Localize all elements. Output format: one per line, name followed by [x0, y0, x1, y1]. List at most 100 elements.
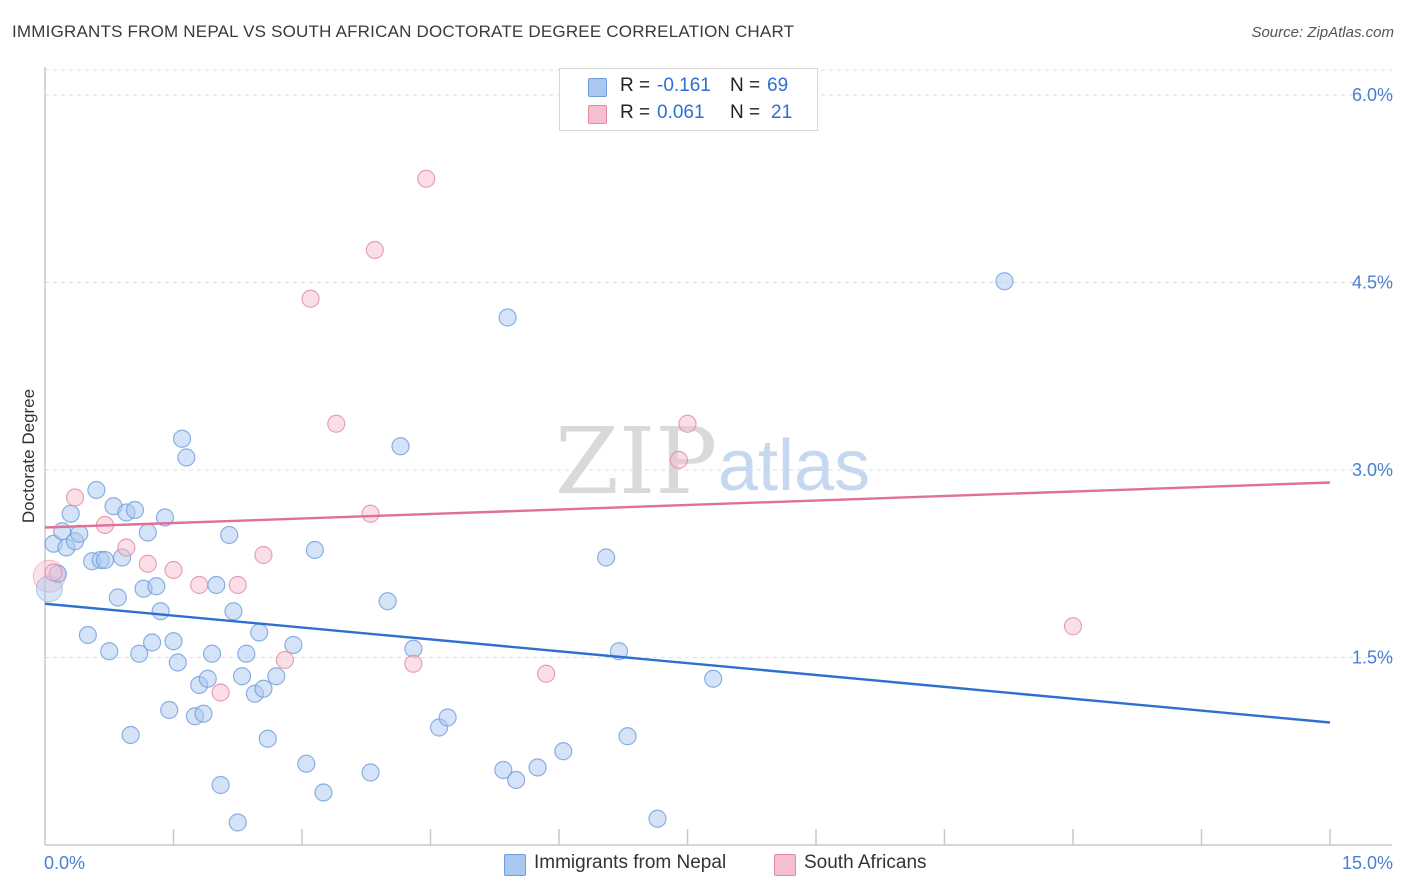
- trend-lines: [44, 481, 1331, 724]
- data-point-nepal: [142, 633, 162, 652]
- legend-n-label: N =: [730, 102, 761, 123]
- data-point-nepal: [314, 783, 333, 802]
- x-tick-label: 15.0%: [1342, 853, 1393, 873]
- trend-line-south-africans: [44, 481, 1331, 529]
- bottom-legend-label-south-africans: South Africans: [804, 852, 927, 873]
- data-point-nepal: [597, 548, 616, 567]
- legend-n-value: 21: [771, 102, 793, 123]
- bottom-legend-swatch-nepal: [504, 854, 526, 876]
- data-point-south-africans: [44, 563, 63, 582]
- data-point-nepal: [220, 525, 239, 545]
- data-point-nepal: [177, 448, 196, 467]
- data-point-nepal: [648, 809, 667, 828]
- data-point-nepal: [198, 669, 217, 688]
- data-point-south-africans: [669, 450, 689, 470]
- data-point-nepal: [100, 642, 119, 661]
- legend-row-nepal: R = -0.161 N = 69: [560, 74, 817, 100]
- data-point-nepal: [108, 588, 127, 607]
- data-point-nepal: [155, 508, 175, 527]
- data-point-nepal: [995, 272, 1014, 291]
- data-point-south-africans: [678, 414, 697, 433]
- data-point-nepal: [232, 667, 252, 686]
- trend-line-nepal: [44, 602, 1331, 724]
- axes: [44, 67, 1392, 846]
- legend-r-label: R =: [620, 75, 651, 96]
- legend-swatch-nepal: [588, 78, 607, 97]
- y-tick-label: 1.5%: [1352, 648, 1393, 668]
- data-point-nepal: [61, 504, 80, 523]
- tick-labels: 1.5% 3.0% 4.5% 6.0% 0.0% 15.0%: [44, 85, 1393, 873]
- data-point-nepal: [160, 700, 179, 720]
- data-point-nepal: [267, 667, 286, 686]
- data-point-south-africans: [327, 414, 346, 433]
- data-point-nepal: [147, 577, 166, 596]
- data-point-south-africans: [65, 488, 85, 507]
- chart-title: IMMIGRANTS FROM NEPAL VS SOUTH AFRICAN D…: [12, 22, 795, 41]
- data-point-nepal: [258, 729, 277, 748]
- data-point-nepal: [224, 602, 243, 621]
- data-point-nepal: [305, 540, 324, 560]
- data-point-south-africans: [164, 560, 183, 580]
- data-point-nepal: [228, 813, 247, 832]
- source-credit: Source: ZipAtlas.com: [1251, 24, 1394, 41]
- legend-r-value: 0.061: [657, 102, 705, 123]
- data-point-south-africans: [1063, 617, 1083, 636]
- legend-r-label: R =: [620, 102, 651, 123]
- data-point-nepal: [391, 437, 410, 456]
- data-point-nepal: [507, 770, 526, 790]
- data-point-nepal: [125, 500, 145, 520]
- legend-n-value: 69: [767, 75, 789, 96]
- data-point-south-africans: [301, 289, 320, 308]
- data-point-south-africans: [537, 664, 556, 683]
- data-point-nepal: [618, 727, 637, 746]
- data-point-nepal: [207, 575, 226, 595]
- data-point-nepal: [554, 742, 573, 761]
- watermark-atlas: atlas: [718, 426, 870, 506]
- data-point-nepal: [498, 308, 517, 327]
- data-point-nepal: [130, 644, 149, 663]
- bottom-legend-label-nepal: Immigrants from Nepal: [534, 852, 727, 873]
- correlation-legend: R = -0.161 N = 69 R = 0.061 N = 21: [559, 68, 818, 131]
- data-point-nepal: [237, 644, 256, 663]
- data-point-nepal: [70, 524, 89, 543]
- data-point-south-africans: [361, 504, 380, 523]
- data-point-nepal: [194, 704, 213, 723]
- data-point-nepal: [284, 635, 303, 655]
- data-point-nepal: [438, 708, 457, 727]
- y-tick-label: 3.0%: [1352, 460, 1393, 480]
- data-point-nepal: [168, 653, 187, 672]
- data-points: [32, 169, 1083, 832]
- gridlines: [45, 69, 1392, 658]
- data-point-south-africans: [404, 654, 423, 673]
- data-point-nepal: [211, 775, 230, 795]
- data-point-south-africans: [228, 575, 247, 595]
- data-point-nepal: [151, 602, 170, 621]
- data-point-south-africans: [117, 538, 136, 557]
- data-point-south-africans: [365, 240, 384, 260]
- data-point-south-africans: [211, 683, 230, 702]
- data-point-nepal: [250, 623, 269, 642]
- data-point-nepal: [254, 679, 273, 698]
- data-point-nepal: [528, 758, 547, 777]
- data-point-south-africans: [190, 575, 209, 595]
- data-point-south-africans: [417, 169, 436, 188]
- data-point-south-africans: [138, 554, 157, 573]
- data-point-nepal: [361, 763, 380, 782]
- legend-r-value: -0.161: [657, 75, 711, 96]
- bottom-legend-swatch-south-africans: [774, 854, 796, 876]
- data-point-nepal: [494, 760, 513, 780]
- data-point-nepal: [164, 632, 183, 651]
- data-point-nepal: [172, 429, 192, 448]
- data-point-nepal: [202, 644, 222, 663]
- watermark: ZIP atlas: [555, 408, 870, 515]
- data-point-nepal: [378, 592, 397, 611]
- legend-n-label: N =: [730, 75, 761, 96]
- data-point-nepal: [78, 625, 97, 645]
- data-point-nepal: [138, 523, 157, 542]
- x-tick-label: 0.0%: [44, 853, 85, 873]
- data-point-nepal: [297, 754, 316, 773]
- data-point-south-africans: [275, 650, 294, 670]
- data-point-nepal: [121, 725, 140, 745]
- data-point-nepal: [704, 669, 723, 688]
